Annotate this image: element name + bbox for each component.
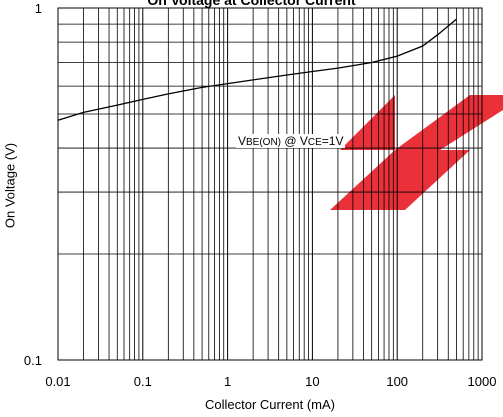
x-tick-label: 0.1 bbox=[134, 374, 152, 389]
curve-annotation: VBE(ON) @ VCE=1V bbox=[236, 134, 346, 148]
x-tick-label: 100 bbox=[386, 374, 408, 389]
chart-grid bbox=[58, 8, 482, 360]
x-tick-labels: 0.01 0.1 1 10 100 1000 bbox=[45, 374, 496, 389]
annotation-part: CE bbox=[307, 137, 322, 148]
x-tick-label: 0.01 bbox=[45, 374, 70, 389]
y-tick-label: 0.1 bbox=[24, 353, 42, 368]
y-axis-label: On Voltage (V) bbox=[2, 142, 18, 229]
x-tick-label: 1000 bbox=[468, 374, 497, 389]
x-tick-label: 1 bbox=[224, 374, 231, 389]
plot-frame bbox=[57, 7, 483, 361]
x-axis-label: Collector Current (mA) bbox=[204, 397, 336, 412]
watermark-shape bbox=[222, 170, 283, 194]
watermark-shape bbox=[395, 95, 503, 150]
series-layer bbox=[57, 18, 457, 121]
annotation-part: @ V bbox=[281, 134, 308, 148]
annotation-part: V bbox=[238, 134, 247, 148]
annotation-part: BE(ON) bbox=[246, 137, 282, 148]
y-tick-labels: 0.11 bbox=[24, 1, 42, 368]
series-line-0 bbox=[57, 18, 457, 121]
y-tick-label: 1 bbox=[35, 1, 42, 16]
annotation-part: =1V bbox=[321, 134, 344, 148]
chart-title: On Voltage at Collector Current bbox=[147, 0, 356, 8]
x-tick-label: 10 bbox=[305, 374, 319, 389]
watermark-shape bbox=[340, 95, 395, 150]
watermark-shape bbox=[330, 150, 470, 210]
watermark-logo bbox=[222, 95, 503, 210]
